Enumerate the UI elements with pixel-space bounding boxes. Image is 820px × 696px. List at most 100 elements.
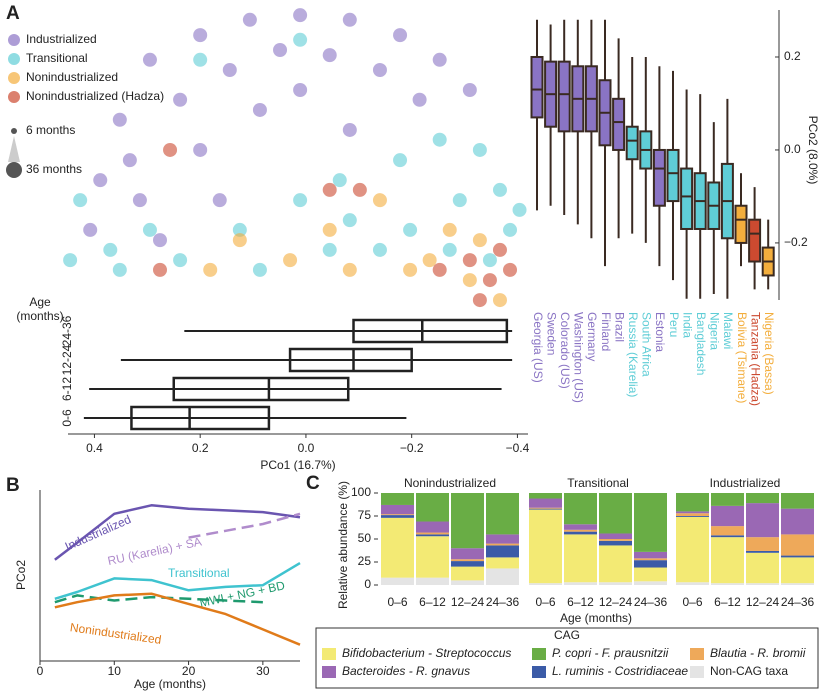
scatter-point: [293, 82, 308, 97]
scatter-point: [242, 12, 257, 27]
y-tick-label: 12-24: [60, 344, 74, 375]
y-tick-label: 6-12: [60, 377, 74, 401]
scatter-point: [322, 182, 337, 197]
scatter-point: [422, 253, 437, 268]
scatter-point: [482, 253, 497, 268]
bar-segment: [486, 543, 519, 546]
scatter-point: [492, 242, 507, 257]
bar-segment: [746, 550, 779, 553]
size-legend-label: 6 months: [26, 123, 75, 137]
scatter-point: [252, 262, 267, 277]
x-tick-label: 24–36: [486, 595, 520, 609]
scatter-point: [442, 242, 457, 257]
y-tick-label: 25: [358, 554, 372, 568]
bar-segment: [746, 583, 779, 585]
x-tick-label: 6–12: [714, 595, 741, 609]
bar-segment: [529, 498, 562, 508]
scatter-point: [173, 253, 188, 268]
x-tick-label: 10: [108, 664, 122, 678]
bar-segment: [564, 534, 597, 583]
scatter-point: [283, 253, 298, 268]
scatter-point: [492, 182, 507, 197]
scatter-point: [472, 142, 487, 157]
scatter-point: [403, 262, 418, 277]
scatter-point: [372, 193, 387, 208]
category-label: Peru: [667, 312, 681, 337]
box: [530, 55, 544, 119]
scatter-point: [103, 242, 118, 257]
bar-segment: [416, 536, 449, 578]
scatter-point: [403, 222, 418, 237]
scatter-point: [472, 233, 487, 248]
bar-segment: [634, 581, 667, 585]
scatter-point: [372, 242, 387, 257]
category-label: South Africa: [640, 312, 654, 377]
bar-segment: [634, 560, 667, 568]
x-tick-label: 0.4: [86, 441, 103, 455]
bar-segment: [634, 558, 667, 561]
category-label: Finland: [599, 312, 613, 351]
legend-label: Non-CAG taxa: [710, 664, 788, 678]
box: [612, 97, 626, 151]
scatter-point: [503, 262, 518, 277]
scatter-point: [142, 52, 157, 67]
y-axis-title: Relative abundance (%): [336, 481, 350, 609]
bar-segment: [781, 583, 814, 585]
facet-title: Transitional: [567, 476, 629, 490]
scatter-point: [472, 293, 487, 308]
bar-segment: [781, 534, 814, 556]
bar-segment: [634, 493, 667, 552]
bar-segment: [451, 548, 484, 560]
y-tick-label: −0.2: [784, 235, 808, 249]
size-legend-label: 36 months: [26, 162, 82, 176]
scatter-point: [512, 202, 527, 217]
legend-swatch: [532, 648, 546, 660]
bar-segment: [486, 493, 519, 535]
legend-label: Nonindustrialized: [26, 70, 118, 84]
panel-label: B: [6, 475, 20, 496]
scatter-point: [503, 222, 518, 237]
bar-segment: [451, 493, 484, 549]
bar-segment: [676, 516, 709, 517]
scatter-point: [112, 262, 127, 277]
bar-segment: [746, 493, 779, 504]
y-axis-title: PCo2 (8.0%): [806, 116, 820, 185]
category-label: Nigeria (Bassa): [762, 312, 776, 395]
bar-segment: [599, 539, 632, 541]
bar-segment: [711, 537, 744, 584]
box: [172, 376, 350, 402]
bar-segment: [564, 524, 597, 530]
legend-label: Blautia - R. bromii: [710, 646, 806, 660]
box: [352, 318, 509, 344]
scatter-point: [83, 222, 98, 237]
x-tick-label: −0.2: [400, 441, 424, 455]
y-tick-label: 24-36: [60, 315, 74, 346]
series-label: MWI + NG + BD: [198, 578, 286, 610]
bar-segment: [381, 504, 414, 515]
scatter-point: [432, 132, 447, 147]
scatter-point: [322, 48, 337, 63]
legend-label: L. ruminis - Costridiaceae: [552, 664, 688, 678]
bar-segment: [781, 493, 814, 509]
bar-segment: [781, 557, 814, 584]
y-tick-label: 100: [351, 485, 371, 499]
bar-segment: [486, 557, 519, 569]
box: [748, 218, 762, 263]
category-label: Washington (US): [572, 312, 586, 403]
box: [680, 167, 694, 230]
category-label: Nigeria: [708, 312, 722, 350]
scatter-point: [132, 193, 147, 208]
x-tick-label: 0–6: [535, 595, 555, 609]
scatter-point: [193, 28, 208, 43]
scatter-point: [193, 52, 208, 67]
legend-marker: [8, 91, 20, 103]
legend-label: Bifidobacterium - Streptococcus: [342, 646, 511, 660]
category-label: Tanzania (Hadza): [748, 312, 762, 406]
series-label: Industrialized: [63, 512, 133, 554]
scatter-point: [322, 222, 337, 237]
bar-segment: [451, 580, 484, 585]
bar-segment: [529, 508, 562, 510]
bar-segment: [634, 567, 667, 582]
scatter-point: [73, 193, 88, 208]
